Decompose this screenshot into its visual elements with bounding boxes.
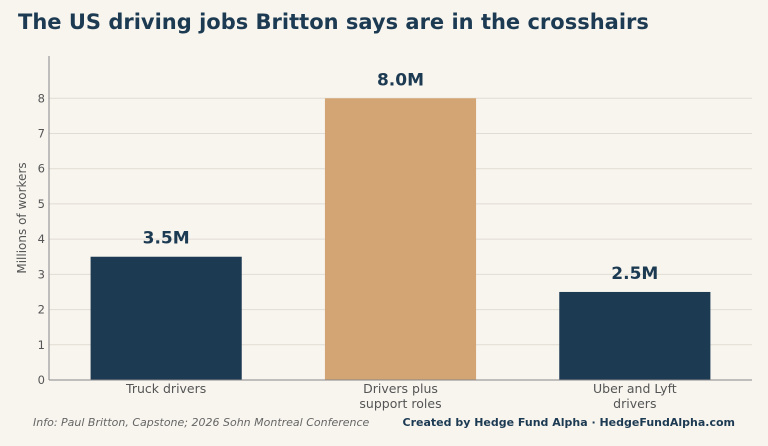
labels: 0 1 2 3 4 5 6 7 8 3.5M Truck drivers 8.0M Drivers pl…	[38, 70, 677, 411]
y-tick-label: 8	[38, 91, 45, 105]
y-tick-label: 0	[38, 373, 45, 387]
bar	[90, 256, 242, 380]
x-tick-label: Uber and Lyft	[593, 381, 677, 396]
y-tick-label: 7	[38, 126, 45, 140]
y-tick-label: 2	[38, 303, 45, 317]
chart-title: The US driving jobs Britton says are in …	[18, 10, 649, 34]
source-note: Info: Paul Britton, Capstone; 2026 Sohn …	[33, 416, 370, 429]
x-tick-label: Truck drivers	[125, 381, 206, 396]
x-tick-label: drivers	[613, 396, 656, 411]
axes	[48, 56, 752, 381]
y-tick-label: 3	[38, 267, 45, 281]
y-tick-label: 6	[38, 162, 45, 176]
bar	[324, 98, 477, 381]
y-tick-label: 4	[38, 232, 45, 246]
y-tick-label: 5	[38, 197, 45, 211]
x-tick-label: Drivers plus	[363, 381, 438, 396]
bars	[90, 98, 711, 381]
y-tick-label: 1	[38, 338, 45, 352]
bar	[559, 291, 711, 380]
bar-value-label: 8.0M	[377, 70, 424, 90]
x-tick-label: support roles	[359, 396, 441, 411]
bar-value-label: 3.5M	[143, 229, 190, 249]
bar-value-label: 2.5M	[611, 264, 658, 284]
credit-note: Created by Hedge Fund Alpha · HedgeFundA…	[402, 416, 735, 429]
